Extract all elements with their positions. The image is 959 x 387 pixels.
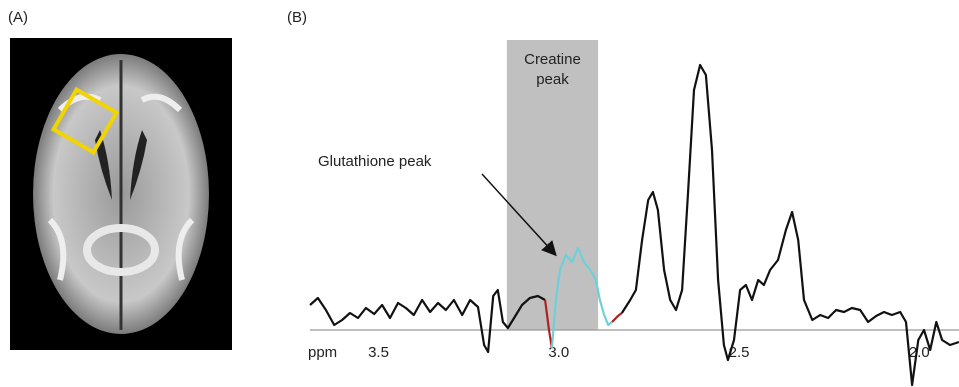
x-tick-label: 2.0 (909, 344, 930, 361)
x-tick-label: 3.5 (368, 344, 389, 361)
spectrum-line (612, 313, 622, 322)
page: {"panel_a": {"label": "(A)"}, "chart_dat… (0, 0, 959, 387)
spectrum-line (622, 65, 959, 385)
figure: (A) (B) Creatinepeak3.53.02.52.0Glutathi… (0, 0, 959, 387)
x-axis-label: ppm (308, 344, 337, 361)
region-label: peak (536, 71, 569, 88)
brain-image (10, 38, 232, 350)
panel-label: (A) (8, 9, 28, 26)
annotation-text: Glutathione peak (318, 153, 432, 170)
panel-label: (B) (287, 9, 307, 26)
region-label: Creatine (524, 51, 581, 68)
